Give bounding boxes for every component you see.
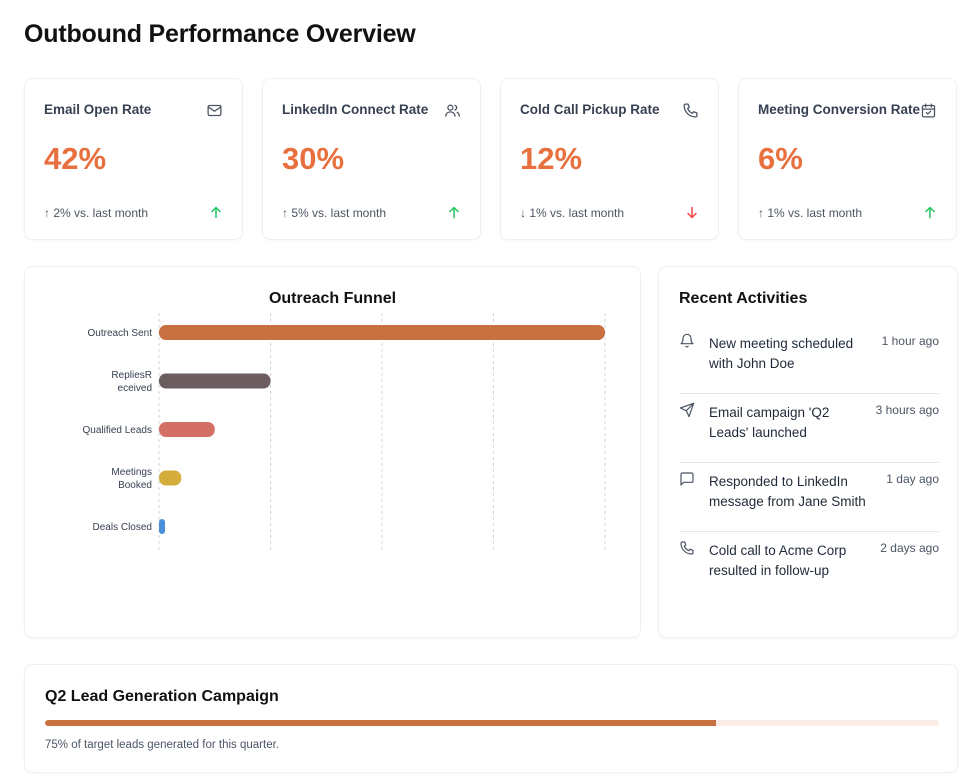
activity-item[interactable]: Responded to LinkedIn message from Jane … <box>679 463 939 532</box>
kpi-value: 12% <box>520 141 583 176</box>
mail-icon <box>206 102 223 119</box>
funnel-bar[interactable] <box>159 519 165 534</box>
kpi-label: Meeting Conversion Rate <box>758 102 921 117</box>
kpi-change: ↑ 2% vs. last month <box>44 206 149 220</box>
campaign-progress-fill <box>45 720 716 726</box>
calendar-check-icon <box>920 102 937 119</box>
activity-time: 2 days ago <box>880 541 939 555</box>
activity-time: 1 day ago <box>886 472 939 486</box>
kpi-card-email-open-rate[interactable]: Email Open Rate 42% ↑ 2% vs. last month <box>24 78 243 240</box>
activities-title: Recent Activities <box>679 290 808 307</box>
kpi-value: 30% <box>282 141 345 176</box>
activity-item[interactable]: New meeting scheduled with John Doe 1 ho… <box>679 325 939 394</box>
bell-icon <box>679 333 695 349</box>
outreach-funnel-chart: Outreach Sent RepliesR eceived Qualified Le… <box>83 313 606 552</box>
kpi-change: ↑ 5% vs. last month <box>282 206 387 220</box>
activity-text: Email campaign 'Q2 Leads' launched <box>709 405 830 440</box>
trend-up-icon <box>924 206 936 219</box>
activity-item[interactable]: Email campaign 'Q2 Leads' launched 3 hou… <box>679 394 939 463</box>
message-icon <box>679 471 695 487</box>
trend-up-icon <box>448 206 460 219</box>
chart-title: Outreach Funnel <box>268 290 397 307</box>
kpi-card-cold-call-pickup-rate[interactable]: Cold Call Pickup Rate 12% ↓ 1% vs. last … <box>500 78 719 240</box>
campaign-card: Q2 Lead Generation Campaign 75% of targe… <box>24 664 958 773</box>
category-label: Deals Closed <box>93 522 152 533</box>
campaign-note: 75% of target leads generated for this q… <box>45 739 279 751</box>
phone-icon <box>682 102 699 119</box>
category-label: RepliesR eceived <box>111 370 152 394</box>
activity-text: New meeting scheduled with John Doe <box>709 336 854 371</box>
kpi-change: ↑ 1% vs. last month <box>758 206 863 220</box>
kpi-value: 42% <box>44 141 107 176</box>
kpi-label: Email Open Rate <box>44 102 152 117</box>
category-label: Qualified Leads <box>83 425 153 436</box>
kpi-label: Cold Call Pickup Rate <box>520 102 660 117</box>
send-icon <box>679 402 695 418</box>
category-label: Meetings Booked <box>111 467 152 491</box>
funnel-bar[interactable] <box>159 325 605 340</box>
outreach-funnel-card: Outreach Funnel Outreach Sent RepliesR ece… <box>24 266 641 638</box>
funnel-bar[interactable] <box>159 373 271 389</box>
category-label: Outreach Sent <box>88 328 153 339</box>
trend-down-icon <box>686 206 698 219</box>
campaign-title: Q2 Lead Generation Campaign <box>45 688 279 705</box>
kpi-value: 6% <box>758 141 803 176</box>
recent-activities-card: Recent Activities New meeting scheduled … <box>658 266 958 638</box>
kpi-card-linkedin-connect-rate[interactable]: LinkedIn Connect Rate 30% ↑ 5% vs. last … <box>262 78 481 240</box>
activity-time: 3 hours ago <box>875 403 939 417</box>
activity-item[interactable]: Cold call to Acme Corp resulted in follo… <box>679 532 939 601</box>
funnel-bar[interactable] <box>159 470 182 486</box>
activity-time: 1 hour ago <box>881 334 939 348</box>
users-icon <box>444 102 461 119</box>
activity-text: Responded to LinkedIn message from Jane … <box>709 474 866 509</box>
trend-up-icon <box>210 206 222 219</box>
page-title: Outbound Performance Overview <box>24 20 416 48</box>
activity-text: Cold call to Acme Corp resulted in follo… <box>709 543 847 578</box>
kpi-label: LinkedIn Connect Rate <box>282 102 429 117</box>
phone-icon <box>679 540 695 556</box>
funnel-bar[interactable] <box>159 422 215 437</box>
campaign-progress-track <box>45 720 939 726</box>
activity-list: New meeting scheduled with John Doe 1 ho… <box>679 325 939 601</box>
kpi-change: ↓ 1% vs. last month <box>520 206 625 220</box>
kpi-card-meeting-conversion-rate[interactable]: Meeting Conversion Rate 6% ↑ 1% vs. last… <box>738 78 957 240</box>
